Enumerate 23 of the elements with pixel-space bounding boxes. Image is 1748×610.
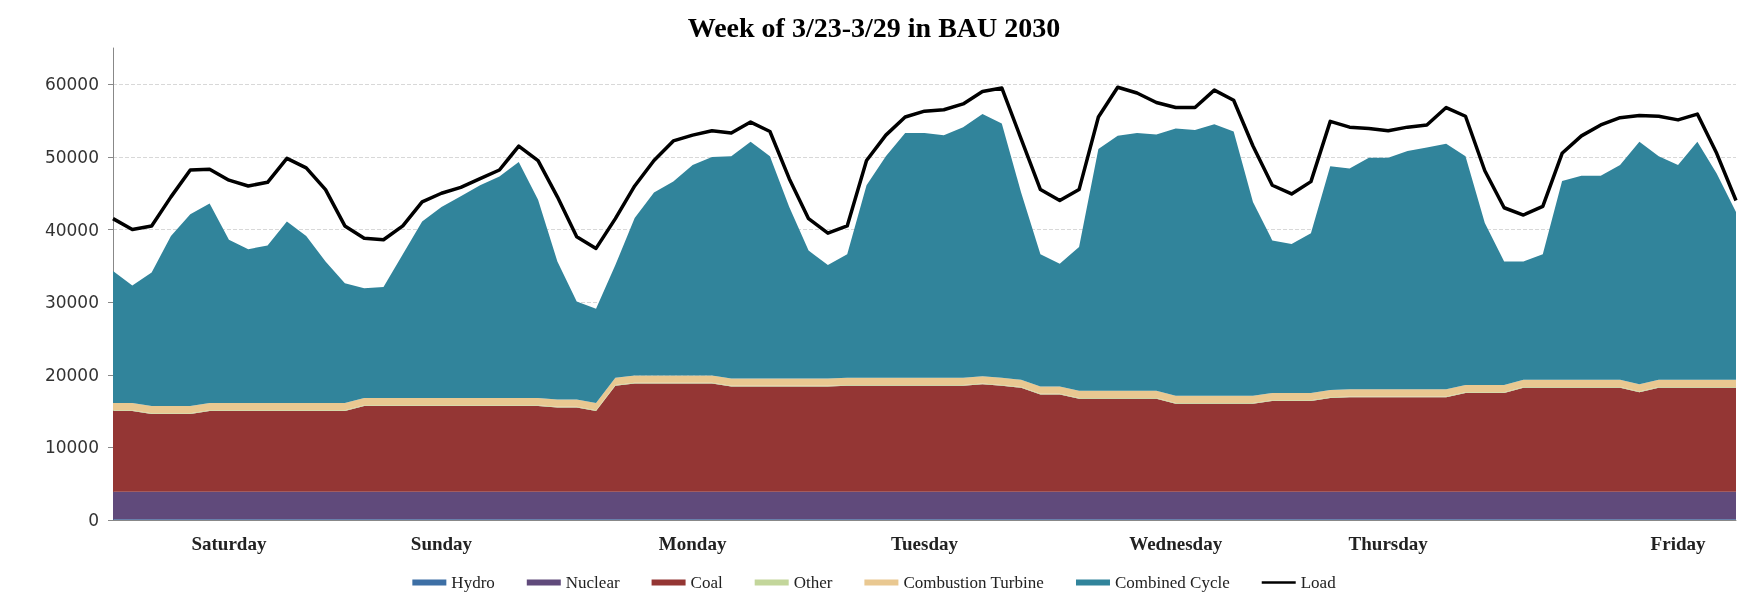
line-series (111, 85, 1738, 251)
x-tick-label: Friday (1650, 533, 1706, 554)
legend-label: Hydro (451, 573, 495, 592)
y-tick-label: 40000 (44, 219, 99, 240)
x-tick-label: Monday (658, 533, 727, 554)
x-tick-label: Sunday (410, 533, 473, 554)
x-tick-label: Saturday (191, 533, 267, 554)
legend-label: Combined Cycle (1114, 573, 1230, 592)
y-tick-label: 30000 (44, 292, 99, 313)
legend-label: Combustion Turbine (903, 573, 1044, 592)
y-tick-label: 50000 (44, 146, 99, 167)
chart-title: Week of 3/23-3/29 in BAU 2030 (687, 11, 1061, 43)
x-tick-label: Wednesday (1129, 533, 1223, 554)
y-tick-label: 60000 (44, 74, 99, 95)
legend-label: Coal (690, 573, 723, 592)
legend-label: Other (793, 573, 833, 592)
y-tick-label: 10000 (44, 437, 99, 458)
x-tick-label: Tuesday (891, 533, 959, 554)
legend-label: Load (1300, 573, 1337, 592)
y-tick-label: 0 (88, 510, 99, 530)
x-tick-label: Thursday (1348, 533, 1429, 554)
legend-label: Nuclear (565, 573, 620, 592)
y-tick-label: 20000 (44, 364, 99, 385)
